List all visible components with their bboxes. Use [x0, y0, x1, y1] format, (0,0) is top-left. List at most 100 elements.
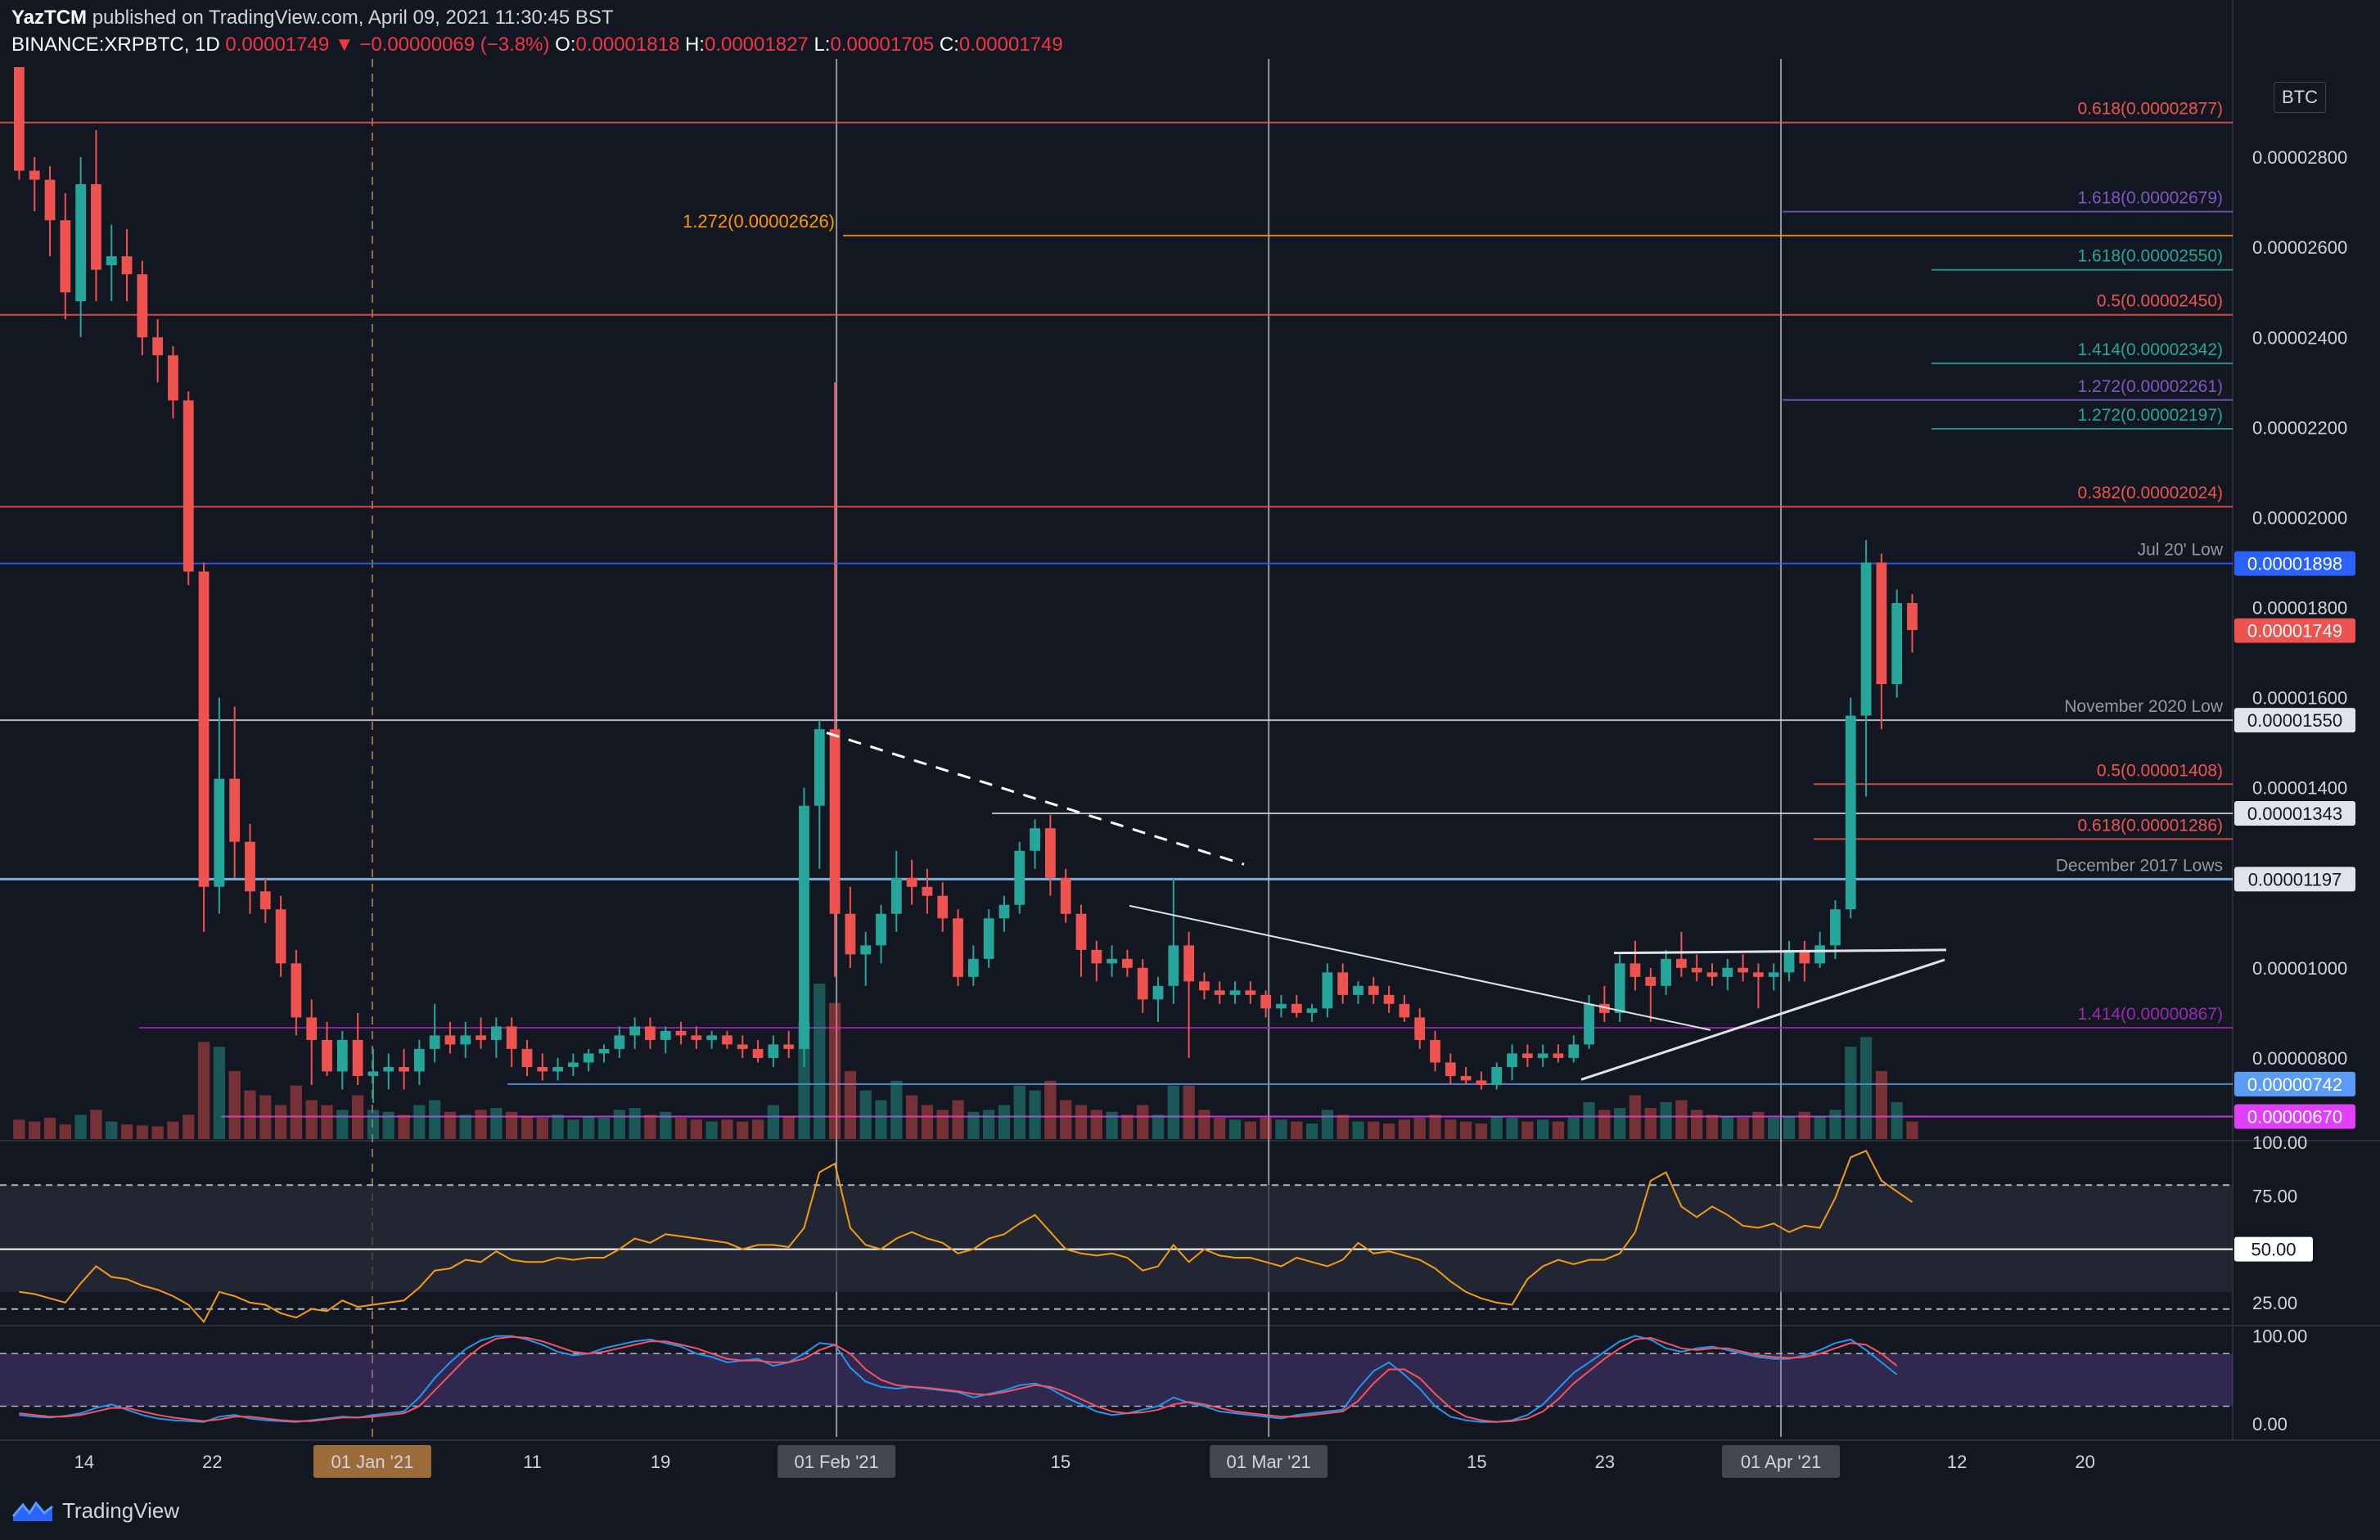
- volume-bar: [597, 1117, 611, 1139]
- volume-bar: [351, 1095, 364, 1139]
- volume-bar: [767, 1105, 780, 1139]
- price-levels: 0.618(0.00002877) 1.618(0.00002679) 1.272(…: [0, 100, 2355, 1129]
- ohlc-legend: BINANCE:XRPBTC, 1D 0.00001749 ▼ −0.00000…: [11, 31, 2058, 59]
- volume-bar: [244, 1090, 256, 1139]
- x-axis-tick-label: 01 Jan '21: [331, 1452, 414, 1472]
- candle-body: [198, 571, 210, 887]
- volume-bar: [1598, 1110, 1611, 1139]
- volume-bar: [1382, 1123, 1395, 1139]
- price-level-badge-text: 0.00000742: [2247, 1074, 2342, 1095]
- low-label: L:: [814, 34, 831, 56]
- candle-body: [1260, 994, 1272, 1009]
- volume-bar: [998, 1105, 1011, 1139]
- volume-bar: [167, 1121, 179, 1139]
- candle-body: [1183, 945, 1195, 982]
- volume-bar: [1552, 1121, 1565, 1139]
- level-label: December 2017 Lows: [2056, 856, 2223, 875]
- symbol-label[interactable]: BINANCE:XRPBTC, 1D: [11, 34, 220, 56]
- volume-bar: [1752, 1111, 1765, 1139]
- candle-body: [1122, 958, 1133, 968]
- stoch-axis-tick-label: 100.00: [2252, 1326, 2307, 1347]
- candle-body: [476, 1035, 486, 1040]
- level-label: 1.618(0.00002550): [2078, 247, 2224, 266]
- candle-body: [629, 1026, 641, 1036]
- x-axis-tick-label: 14: [74, 1452, 94, 1472]
- candle-body: [152, 337, 164, 356]
- volume-bar: [1352, 1121, 1364, 1139]
- x-axis-tick-label: 01 Feb '21: [794, 1452, 878, 1472]
- volume-bar: [1583, 1101, 1595, 1139]
- candle-body: [537, 1066, 548, 1072]
- candle-body: [1568, 1044, 1580, 1058]
- volume-bar: [1521, 1121, 1534, 1139]
- y-axis-tick-label: 0.00002400: [2252, 327, 2347, 348]
- rsi-axis-tick-label: 25.00: [2252, 1293, 2297, 1313]
- volume-bar: [1859, 1037, 1873, 1139]
- candle-body: [336, 1039, 348, 1072]
- volume-bar: [1167, 1085, 1179, 1139]
- level-label: 0.5(0.00001408): [2097, 761, 2223, 780]
- current-price-badge-text: 0.00001749: [2247, 621, 2342, 642]
- candle-body: [1229, 990, 1241, 995]
- volume-bar: [1891, 1101, 1903, 1139]
- candle-body: [937, 895, 949, 919]
- volume-bar: [367, 1110, 380, 1139]
- currency-badge[interactable]: BTC: [2274, 82, 2326, 113]
- candle-body: [1353, 985, 1364, 995]
- candle-body: [44, 179, 56, 221]
- volume-bar: [290, 1085, 303, 1139]
- candle-body: [1030, 828, 1040, 851]
- candle-body: [259, 891, 271, 910]
- volume-bar: [444, 1111, 457, 1139]
- volume-bar: [1459, 1121, 1472, 1139]
- volume-bar: [1336, 1114, 1349, 1139]
- candle-body: [1738, 967, 1749, 973]
- candle-body: [367, 1071, 379, 1076]
- candle-body: [1676, 958, 1687, 968]
- volume-bar: [705, 1121, 718, 1139]
- volume-bar: [1537, 1119, 1549, 1139]
- candle-body: [1598, 1003, 1610, 1013]
- candle-body: [967, 958, 979, 977]
- volume-bar: [1814, 1115, 1826, 1139]
- candle-body: [876, 913, 886, 946]
- candle-body: [1214, 990, 1225, 995]
- volume-bar: [1075, 1105, 1088, 1139]
- candle-body: [768, 1044, 779, 1058]
- candle-body: [429, 1035, 440, 1049]
- price-level-badge: [2234, 867, 2355, 892]
- author-name[interactable]: YazTCM: [11, 7, 88, 29]
- volume-bar: [1152, 1114, 1165, 1139]
- volume-bar: [1906, 1121, 1918, 1139]
- y-axis-tick-label: 0.00000800: [2252, 1048, 2347, 1069]
- volume-bar: [1660, 1101, 1672, 1139]
- candle-body: [983, 918, 994, 959]
- stoch-d-line: [19, 1335, 1898, 1423]
- price-level-badge: [2234, 551, 2355, 576]
- volume-bar: [1214, 1117, 1226, 1139]
- volume-bar: [967, 1111, 980, 1139]
- candle-body: [460, 1035, 471, 1045]
- tradingview-logo-icon: [11, 1501, 53, 1521]
- volume-bar: [29, 1121, 41, 1139]
- volume-bar: [660, 1111, 672, 1139]
- candle-body: [1753, 972, 1764, 977]
- candle-body: [1722, 967, 1733, 977]
- price-level-badge: [2234, 801, 2355, 826]
- volume-bar: [690, 1119, 702, 1139]
- volume-bar: [1845, 1047, 1857, 1139]
- volume-bar: [259, 1095, 272, 1139]
- rsi-band: [0, 1185, 2233, 1292]
- volume-bar: [1029, 1090, 1041, 1139]
- tradingview-footer[interactable]: TradingView: [11, 1494, 179, 1527]
- candle-body: [291, 963, 302, 1018]
- high-value: 0.00001827: [704, 34, 809, 56]
- candle-body: [1521, 1053, 1533, 1058]
- candle-body: [1044, 828, 1056, 878]
- candle-body: [1629, 963, 1641, 977]
- change-down-icon: ▼: [334, 34, 354, 56]
- volume-bar: [1737, 1117, 1749, 1139]
- level-label: 0.382(0.00002024): [2078, 484, 2224, 502]
- candle-body: [814, 729, 825, 806]
